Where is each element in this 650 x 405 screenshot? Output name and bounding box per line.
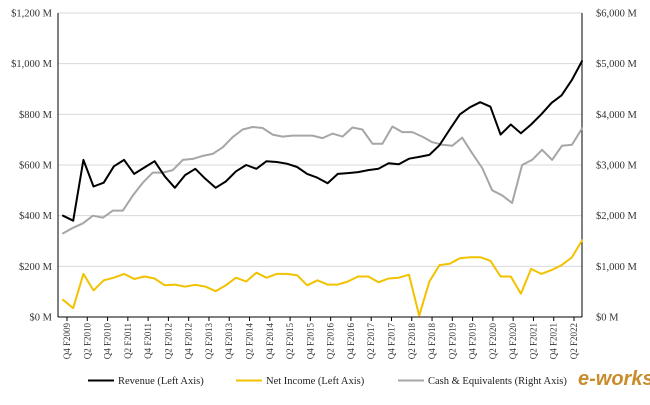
left-tick-label: $600 M bbox=[19, 161, 53, 172]
x-tick-label: Q2 F2014 bbox=[245, 323, 255, 360]
right-tick-label: $4,000 M bbox=[596, 110, 638, 121]
x-tick-label: Q2 F2016 bbox=[326, 323, 336, 360]
left-tick-label: $400 M bbox=[19, 211, 53, 222]
right-tick-label: $6,000 M bbox=[596, 9, 638, 20]
left-axis-ticks: $0 M $200 M $400 M $600 M $800 M $1,000 M $1,2… bbox=[11, 9, 53, 324]
series-lines bbox=[62, 60, 583, 317]
x-tick-label: Q2 F2010 bbox=[82, 323, 92, 360]
x-tick-label: Q4 F2017 bbox=[386, 323, 396, 360]
x-tick-label: Q4 F2012 bbox=[184, 323, 194, 359]
x-tick-label: Q2 F2018 bbox=[407, 323, 417, 360]
x-tick-label: Q4 F2016 bbox=[346, 323, 356, 360]
x-tick-label: Q4 F2020 bbox=[508, 323, 518, 360]
left-tick-label: $200 M bbox=[19, 262, 53, 273]
left-tick-label: $1,200 M bbox=[11, 9, 53, 20]
x-axis-ticks: Q4 F2009 Q2 F2010 Q4 F2010 Q2 F2011 Q4 F2011… bbox=[62, 317, 579, 359]
x-tick-label: Q4 F2019 bbox=[468, 323, 478, 360]
x-tick-label: Q4 F2013 bbox=[224, 323, 234, 360]
legend-label: Net Income (Left Axis) bbox=[266, 376, 365, 387]
x-tick-label: Q2 F2022 bbox=[569, 323, 579, 359]
series-line-2 bbox=[62, 125, 583, 235]
x-tick-label: Q4 F2015 bbox=[305, 323, 315, 360]
right-axis-ticks: $0 M $1,000 M $2,000 M $3,000 M $4,000 M $5,0… bbox=[596, 9, 638, 324]
left-tick-label: $1,000 M bbox=[11, 59, 53, 70]
gridlines bbox=[58, 12, 582, 267]
x-tick-label: Q2 F2021 bbox=[528, 323, 538, 359]
right-tick-label: $2,000 M bbox=[596, 211, 638, 222]
x-tick-label: Q2 F2017 bbox=[366, 323, 376, 360]
right-tick-label: $0 M bbox=[596, 313, 619, 324]
x-tick-label: Q4 F2010 bbox=[103, 323, 113, 360]
watermark-logo: e-works bbox=[578, 368, 650, 390]
x-tick-label: Q4 F2011 bbox=[143, 323, 153, 359]
right-tick-label: $3,000 M bbox=[596, 161, 638, 172]
legend-label: Revenue (Left Axis) bbox=[118, 376, 204, 387]
x-tick-label: Q2 F2015 bbox=[285, 323, 295, 360]
left-tick-label: $800 M bbox=[19, 110, 53, 121]
legend-label: Cash & Equivalents (Right Axis) bbox=[428, 376, 567, 387]
x-tick-label: Q2 F2013 bbox=[204, 323, 214, 360]
series-line-1 bbox=[62, 239, 583, 317]
x-tick-label: Q4 F2018 bbox=[427, 323, 437, 360]
x-tick-label: Q4 F2021 bbox=[549, 323, 559, 359]
right-tick-label: $1,000 M bbox=[596, 262, 638, 273]
x-tick-label: Q4 F2014 bbox=[265, 323, 275, 360]
x-tick-label: Q4 F2009 bbox=[62, 323, 72, 360]
series-line-0 bbox=[62, 60, 583, 222]
x-tick-label: Q2 F2019 bbox=[447, 323, 457, 360]
right-tick-label: $5,000 M bbox=[596, 59, 638, 70]
legend: Revenue (Left Axis) Net Income (Left Axis… bbox=[88, 376, 567, 387]
x-tick-label: Q2 F2011 bbox=[123, 323, 133, 359]
x-tick-label: Q2 F2012 bbox=[163, 323, 173, 359]
x-tick-label: Q2 F2020 bbox=[488, 323, 498, 360]
left-tick-label: $0 M bbox=[30, 313, 53, 324]
axes bbox=[57, 13, 583, 318]
